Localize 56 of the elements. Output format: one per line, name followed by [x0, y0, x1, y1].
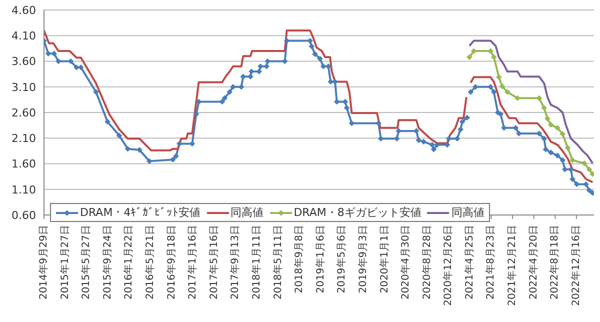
x-tick-label: 2021年12月21日 [506, 225, 518, 306]
y-tick-label: 1.10 [12, 183, 36, 196]
x-tick-label: 2018年1月11日 [250, 225, 262, 300]
legend-label: 同高値 [230, 205, 264, 220]
x-tick-label: 2019年1月6日 [314, 225, 326, 294]
x-tick-label: 2019年9月3日 [356, 225, 369, 294]
point [565, 145, 570, 151]
point [504, 89, 510, 95]
point [541, 105, 547, 111]
x-tick-label: 2015年1月27日 [58, 225, 71, 300]
x-tick-label: 2022年8月18日 [548, 225, 561, 300]
legend-label: DRAM・4ｷﾞｶﾞﾋﾞｯﾄ安値 [80, 205, 201, 220]
x-tick-label: 2018年5月11日 [272, 225, 284, 300]
x-tick-label: 2022年12月16日 [570, 225, 582, 306]
y-tick-label: 0.60 [12, 208, 36, 222]
x-tick-label: 2015年5月27日 [80, 225, 92, 300]
x-tick-label: 2018年9月8日 [293, 225, 306, 294]
y-tick-label: 3.60 [12, 55, 36, 68]
x-tick-label: 2022年4月20日 [527, 225, 540, 300]
point [466, 54, 472, 60]
point [548, 122, 554, 128]
x-tick-label: 2016年1月22日 [122, 225, 135, 300]
point [500, 84, 505, 90]
x-tick-label: 2017年5月16日 [208, 225, 220, 300]
point [496, 74, 502, 80]
x-tick-label: 2017年9月13日 [229, 225, 242, 300]
point [554, 125, 560, 131]
x-tick-label: 2019年5月6日 [336, 225, 348, 294]
y-tick-label: 2.60 [12, 106, 36, 120]
x-tick-label: 2020年8月28日 [420, 225, 433, 300]
x-tick-label: 2020年12月26日 [442, 225, 454, 306]
x-tick-label: 2014年9月29日 [38, 225, 50, 300]
point [491, 54, 497, 60]
y-tick-label: 3.10 [12, 80, 36, 94]
x-tick-label: 2017年1月16日 [186, 225, 199, 300]
y-tick-label: 2.10 [12, 132, 36, 146]
point [544, 116, 550, 122]
line-series [468, 40, 594, 164]
legend-label: 同高値 [451, 205, 484, 220]
point [590, 171, 594, 177]
x-tick-label: 2020年4月30日 [400, 225, 412, 300]
y-tick-label: 4.60 [12, 4, 36, 17]
y-tick-label: 4.10 [12, 30, 36, 43]
point [570, 157, 576, 163]
point [514, 95, 520, 101]
point [582, 160, 587, 166]
x-tick-label: 2021年8月23日 [484, 225, 497, 300]
x-tick-label: 2020年1月1日 [378, 225, 390, 294]
point [560, 131, 566, 137]
legend-label: DRAM・8ギガビット安値 [294, 205, 422, 220]
x-tick-label: 2016年9月18日 [165, 225, 178, 300]
x-tick-label: 2015年9月24日 [101, 225, 114, 300]
y-tick-label: 1.60 [12, 158, 36, 171]
point [586, 166, 592, 172]
x-tick-label: 2016年5月21日 [144, 225, 156, 300]
x-tick-label: 2021年4月25日 [463, 225, 476, 300]
